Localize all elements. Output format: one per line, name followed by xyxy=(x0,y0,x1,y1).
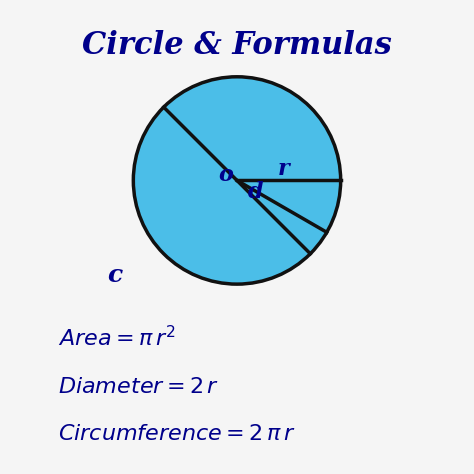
Text: d: d xyxy=(248,181,264,203)
Circle shape xyxy=(133,77,341,284)
Text: $\mathit{Diameter} = 2\, r$: $\mathit{Diameter} = 2\, r$ xyxy=(58,377,219,397)
Text: $\mathit{Circumference} = 2\, \pi\, r$: $\mathit{Circumference} = 2\, \pi\, r$ xyxy=(58,424,296,444)
Text: $\mathit{Area} = \pi\, r^{2}$: $\mathit{Area} = \pi\, r^{2}$ xyxy=(58,325,175,350)
Text: Circle & Formulas: Circle & Formulas xyxy=(82,30,392,61)
Text: c: c xyxy=(107,263,122,287)
Text: o: o xyxy=(218,164,233,186)
Text: r: r xyxy=(278,158,290,180)
